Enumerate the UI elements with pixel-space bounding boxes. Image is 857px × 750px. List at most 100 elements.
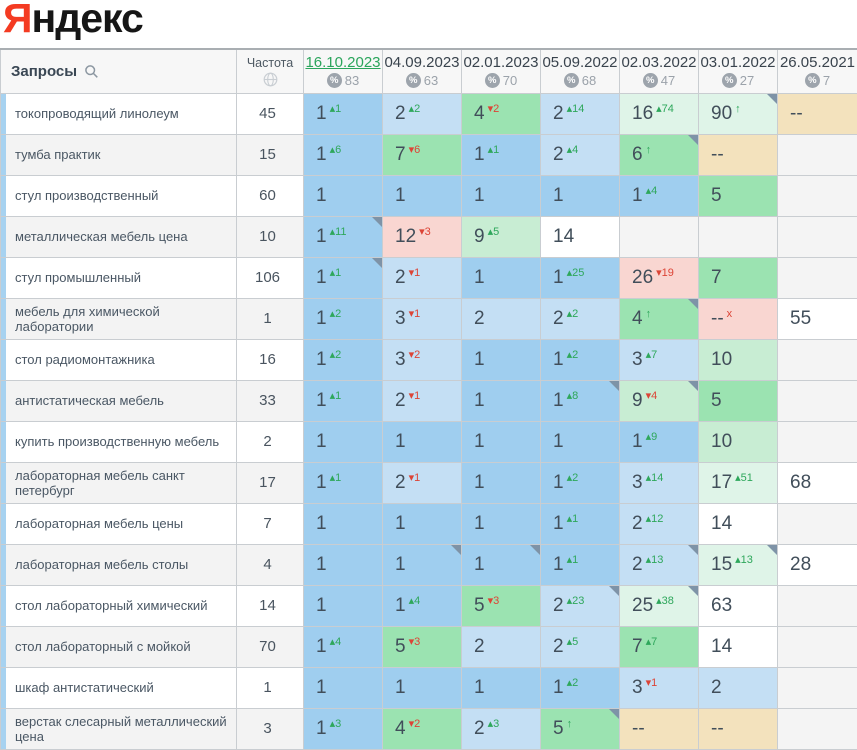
position-cell[interactable]: 1 xyxy=(382,502,462,545)
query-cell[interactable]: тумба практик xyxy=(0,133,237,176)
position-cell[interactable]: 1 xyxy=(382,420,462,463)
position-cell[interactable]: 15 ▴13 xyxy=(698,543,778,586)
position-cell[interactable]: 55 xyxy=(777,297,857,340)
position-cell[interactable]: 1 ▴1 xyxy=(461,133,541,176)
position-cell[interactable]: 9 ▾4 xyxy=(619,379,699,422)
position-cell[interactable]: 3 ▾2 xyxy=(382,338,462,381)
position-cell[interactable]: 6 ↑ xyxy=(619,133,699,176)
query-cell[interactable]: купить производственную мебель xyxy=(0,420,237,463)
position-cell[interactable]: 2 ▾1 xyxy=(382,461,462,504)
position-cell[interactable]: 10 xyxy=(698,420,778,463)
query-cell[interactable]: стул промышленный xyxy=(0,256,237,299)
position-cell[interactable]: 68 xyxy=(777,461,857,504)
position-cell[interactable]: 5 ↑ xyxy=(540,707,620,750)
position-cell[interactable]: 1 xyxy=(461,666,541,709)
position-cell[interactable]: 5 ▾3 xyxy=(382,625,462,668)
query-cell[interactable]: лабораторная мебель цены xyxy=(0,502,237,545)
position-cell[interactable]: -- xyxy=(777,92,857,135)
position-cell[interactable]: 5 xyxy=(698,174,778,217)
position-cell[interactable]: 12 ▾3 xyxy=(382,215,462,258)
position-cell[interactable]: 14 xyxy=(698,502,778,545)
position-cell[interactable]: 90 ↑ xyxy=(698,92,778,135)
position-cell[interactable]: 2 xyxy=(461,297,541,340)
date-column-header[interactable]: 05.09.2022 % 68 xyxy=(540,48,620,94)
position-cell[interactable]: 7 ▴7 xyxy=(619,625,699,668)
position-cell[interactable]: 1 xyxy=(303,174,383,217)
position-cell[interactable]: 2 ▴2 xyxy=(540,297,620,340)
position-cell[interactable]: 16 ▴74 xyxy=(619,92,699,135)
position-cell[interactable]: 4 ▾2 xyxy=(382,707,462,750)
query-cell[interactable]: токопроводящий линолеум xyxy=(0,92,237,135)
position-cell[interactable]: -- xyxy=(698,133,778,176)
position-cell[interactable]: 28 xyxy=(777,543,857,586)
position-cell[interactable]: 1 ▴1 xyxy=(303,92,383,135)
query-cell[interactable]: лабораторная мебель столы xyxy=(0,543,237,586)
position-cell[interactable]: 14 xyxy=(540,215,620,258)
position-cell[interactable]: 4 ↑ xyxy=(619,297,699,340)
search-icon[interactable] xyxy=(84,64,99,79)
position-cell[interactable]: 2 xyxy=(461,625,541,668)
date-column-header[interactable]: 04.09.2023 % 63 xyxy=(382,48,462,94)
position-cell[interactable]: 1 xyxy=(303,502,383,545)
position-cell[interactable]: 1 xyxy=(461,174,541,217)
position-cell[interactable]: 1 ▴2 xyxy=(303,338,383,381)
position-cell[interactable]: 1 ▴1 xyxy=(303,379,383,422)
position-cell[interactable]: 2 ▴13 xyxy=(619,543,699,586)
position-cell[interactable]: -- x xyxy=(698,297,778,340)
position-cell[interactable]: 1 ▴4 xyxy=(619,174,699,217)
position-cell[interactable]: 1 ▴6 xyxy=(303,133,383,176)
position-cell[interactable]: 1 xyxy=(303,543,383,586)
date-column-header[interactable]: 16.10.2023 % 83 xyxy=(303,48,383,94)
position-cell[interactable]: 1 xyxy=(461,420,541,463)
position-cell[interactable]: 10 xyxy=(698,338,778,381)
position-cell[interactable]: 1 xyxy=(303,666,383,709)
position-cell[interactable]: 2 ▴23 xyxy=(540,584,620,627)
query-cell[interactable]: шкаф антистатический xyxy=(0,666,237,709)
position-cell[interactable]: 1 ▴1 xyxy=(303,256,383,299)
position-cell[interactable]: 1 xyxy=(461,338,541,381)
position-cell[interactable]: 1 xyxy=(461,461,541,504)
query-cell[interactable]: лабораторная мебель санкт петербург xyxy=(0,461,237,504)
position-cell[interactable]: 2 ▴3 xyxy=(461,707,541,750)
position-cell[interactable]: 1 ▴3 xyxy=(303,707,383,750)
position-cell[interactable]: 2 ▴14 xyxy=(540,92,620,135)
position-cell[interactable]: 17 ▴51 xyxy=(698,461,778,504)
position-cell[interactable]: 14 xyxy=(698,625,778,668)
position-cell[interactable]: 5 xyxy=(698,379,778,422)
date-label[interactable]: 04.09.2023 xyxy=(384,54,460,72)
date-label[interactable]: 03.01.2022 xyxy=(700,54,776,72)
date-column-header[interactable]: 26.05.2021 % 7 xyxy=(777,48,857,94)
date-column-header[interactable]: 02.01.2023 % 70 xyxy=(461,48,541,94)
position-cell[interactable]: 1 xyxy=(382,543,462,586)
position-cell[interactable]: 1 ▴8 xyxy=(540,379,620,422)
query-cell[interactable]: стул производственный xyxy=(0,174,237,217)
query-cell[interactable]: стол лабораторный с мойкой xyxy=(0,625,237,668)
date-column-header[interactable]: 03.01.2022 % 27 xyxy=(698,48,778,94)
position-cell[interactable]: 2 ▴2 xyxy=(382,92,462,135)
position-cell[interactable]: 3 ▴14 xyxy=(619,461,699,504)
position-cell[interactable]: 1 xyxy=(461,543,541,586)
date-label[interactable]: 02.01.2023 xyxy=(463,54,539,72)
position-cell[interactable]: 2 ▾1 xyxy=(382,379,462,422)
position-cell[interactable]: 1 ▴1 xyxy=(540,543,620,586)
position-cell[interactable]: 9 ▴5 xyxy=(461,215,541,258)
position-cell[interactable]: 1 ▴2 xyxy=(540,461,620,504)
position-cell[interactable]: 2 ▴12 xyxy=(619,502,699,545)
date-label[interactable]: 26.05.2021 xyxy=(779,54,856,72)
position-cell[interactable]: 7 xyxy=(698,256,778,299)
position-cell[interactable]: 1 xyxy=(382,666,462,709)
position-cell[interactable]: 63 xyxy=(698,584,778,627)
position-cell[interactable]: 1 ▴11 xyxy=(303,215,383,258)
query-cell[interactable]: стол лабораторный химический xyxy=(0,584,237,627)
position-cell[interactable]: 3 ▾1 xyxy=(619,666,699,709)
position-cell[interactable]: 1 ▴1 xyxy=(303,461,383,504)
position-cell[interactable]: 1 xyxy=(461,379,541,422)
position-cell[interactable]: 1 xyxy=(303,584,383,627)
position-cell[interactable]: 1 ▴9 xyxy=(619,420,699,463)
query-cell[interactable]: металлическая мебель цена xyxy=(0,215,237,258)
position-cell[interactable]: 1 ▴2 xyxy=(303,297,383,340)
position-cell[interactable]: 3 ▴7 xyxy=(619,338,699,381)
position-cell[interactable]: 25 ▴38 xyxy=(619,584,699,627)
position-cell[interactable]: 2 ▴5 xyxy=(540,625,620,668)
position-cell[interactable]: 1 ▴2 xyxy=(540,338,620,381)
